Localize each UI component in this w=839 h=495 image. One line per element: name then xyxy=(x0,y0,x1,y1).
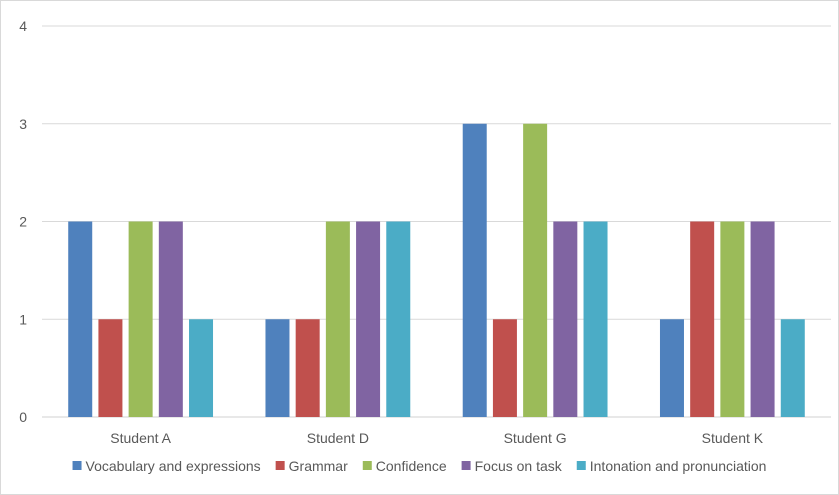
bar-student-k-series-4 xyxy=(780,319,805,417)
legend-swatch xyxy=(72,461,82,470)
bar-student-k-series-1 xyxy=(690,221,715,417)
y-tick-label: 3 xyxy=(19,116,27,132)
legend-item: Vocabulary and expressions xyxy=(72,458,261,474)
bars xyxy=(68,123,805,417)
bar-student-d-series-1 xyxy=(295,319,320,417)
y-tick-label: 4 xyxy=(19,18,27,34)
bar-student-a-series-2 xyxy=(128,221,153,417)
legend-item: Confidence xyxy=(362,458,447,474)
legend-swatch xyxy=(576,461,586,470)
x-tick-label: Student D xyxy=(307,430,369,446)
x-axis-ticks: Student A Student D Student G Student K xyxy=(110,430,764,446)
bar-student-g-series-4 xyxy=(583,221,608,417)
legend-swatch xyxy=(275,461,285,470)
legend-item: Intonation and pronunciation xyxy=(576,458,767,474)
legend-label: Confidence xyxy=(376,458,447,474)
bar-student-a-series-4 xyxy=(189,319,214,417)
x-tick-label: Student A xyxy=(110,430,171,446)
legend-swatch xyxy=(461,461,471,470)
bar-student-a-series-1 xyxy=(98,319,123,417)
bar-student-g-series-3 xyxy=(553,221,578,417)
legend: Vocabulary and expressions Grammar Confide… xyxy=(72,458,767,474)
bar-student-d-series-3 xyxy=(356,221,381,417)
legend-label: Vocabulary and expressions xyxy=(86,458,261,474)
bar-student-k-series-0 xyxy=(659,319,684,417)
legend-swatch xyxy=(362,461,372,470)
legend-item: Grammar xyxy=(275,458,348,474)
bar-student-d-series-4 xyxy=(386,221,411,417)
y-tick-label: 1 xyxy=(19,311,27,327)
bar-student-k-series-3 xyxy=(750,221,775,417)
y-tick-label: 2 xyxy=(19,214,27,230)
bar-student-k-series-2 xyxy=(720,221,745,417)
bar-student-d-series-2 xyxy=(325,221,350,417)
x-tick-label: Student K xyxy=(702,430,764,446)
bar-student-g-series-2 xyxy=(523,123,548,417)
x-tick-label: Student G xyxy=(504,430,567,446)
bar-student-d-series-0 xyxy=(265,319,290,417)
y-tick-label: 0 xyxy=(19,409,27,425)
legend-label: Grammar xyxy=(289,458,348,474)
bar-student-a-series-3 xyxy=(158,221,183,417)
bar-student-a-series-0 xyxy=(68,221,93,417)
bar-student-g-series-1 xyxy=(492,319,517,417)
legend-label: Focus on task xyxy=(475,458,563,474)
legend-label: Intonation and pronunciation xyxy=(590,458,767,474)
legend-item: Focus on task xyxy=(461,458,563,474)
y-axis-ticks: 0 1 2 3 4 xyxy=(19,18,27,425)
bar-student-g-series-0 xyxy=(462,123,487,417)
